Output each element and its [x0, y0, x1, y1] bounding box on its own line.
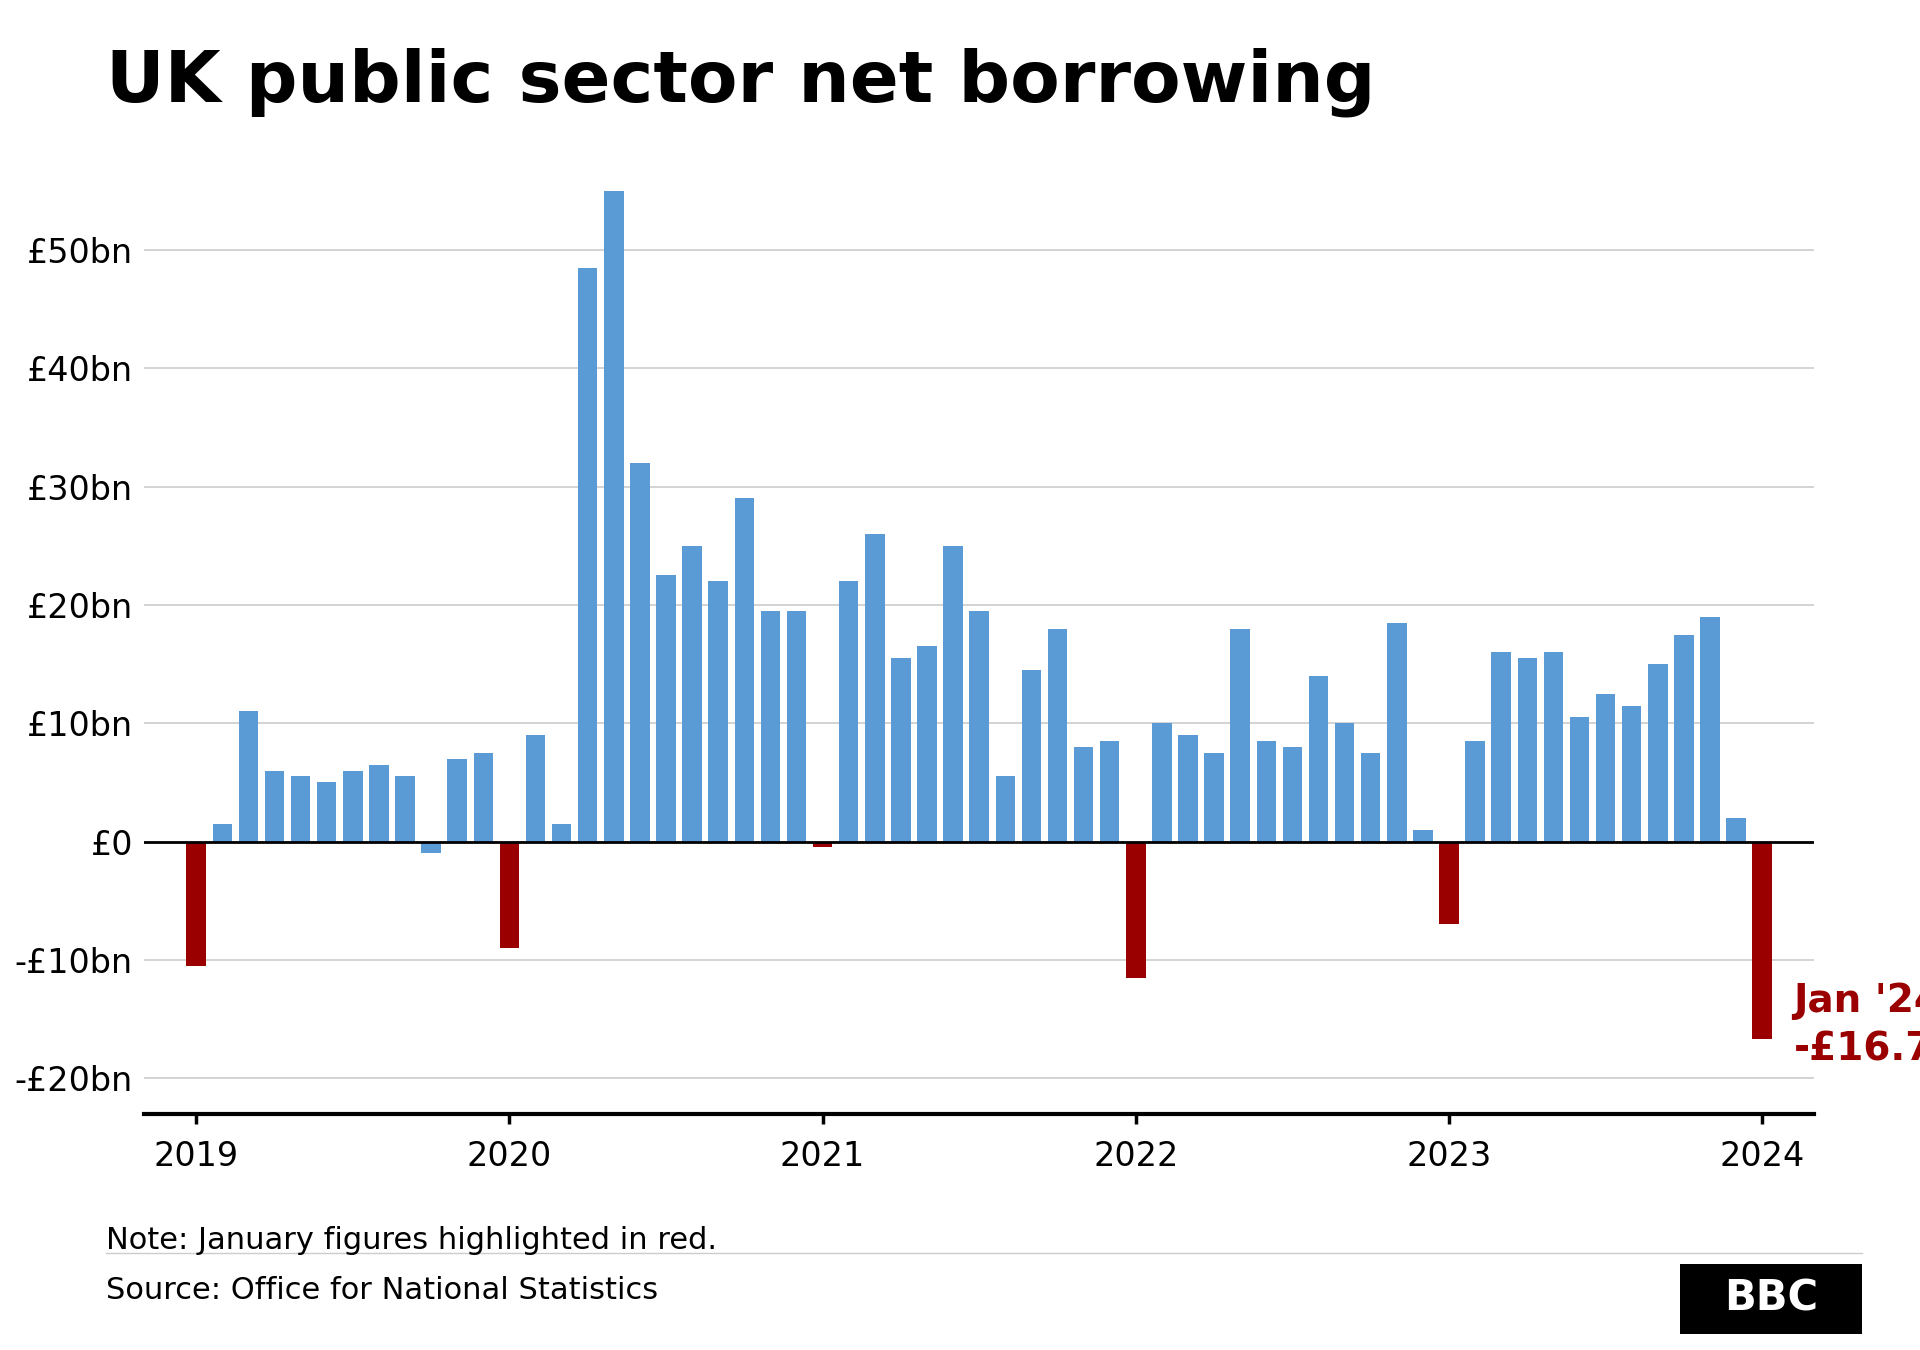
Bar	[1179, 736, 1198, 841]
Bar	[630, 463, 649, 841]
Bar	[1386, 622, 1407, 841]
Bar	[369, 764, 388, 841]
Bar	[499, 841, 518, 948]
Bar	[1152, 724, 1171, 841]
Bar	[866, 533, 885, 841]
Bar	[891, 659, 910, 841]
Bar	[1544, 652, 1563, 841]
Bar	[1440, 841, 1459, 925]
Bar	[1701, 617, 1720, 841]
Bar	[1726, 818, 1745, 841]
Bar	[970, 610, 989, 841]
Bar	[265, 771, 284, 841]
Bar	[1622, 706, 1642, 841]
Bar	[1125, 841, 1146, 977]
Bar	[735, 498, 755, 841]
Bar	[760, 610, 780, 841]
Bar	[344, 771, 363, 841]
Bar	[1100, 741, 1119, 841]
Bar	[812, 841, 833, 848]
Bar	[1674, 634, 1693, 841]
Bar	[474, 753, 493, 841]
Bar	[657, 575, 676, 841]
Bar	[186, 841, 205, 965]
Bar	[1571, 717, 1590, 841]
Text: -£16.7bn: -£16.7bn	[1793, 1030, 1920, 1068]
Bar	[1256, 741, 1277, 841]
Text: BBC: BBC	[1724, 1277, 1818, 1320]
Bar	[238, 711, 257, 841]
Bar	[995, 776, 1016, 841]
Bar	[420, 841, 442, 853]
Bar	[787, 610, 806, 841]
Bar	[317, 783, 336, 841]
Bar	[1204, 753, 1223, 841]
Bar	[839, 582, 858, 841]
Bar	[918, 647, 937, 841]
Bar	[551, 824, 572, 841]
Bar	[1517, 659, 1538, 841]
Bar	[1334, 724, 1354, 841]
Bar	[213, 824, 232, 841]
Bar	[447, 759, 467, 841]
Bar	[526, 736, 545, 841]
Bar	[1413, 830, 1432, 841]
Bar	[1596, 694, 1615, 841]
Text: Jan '24: Jan '24	[1793, 983, 1920, 1021]
Bar	[708, 582, 728, 841]
Text: Source: Office for National Statistics: Source: Office for National Statistics	[106, 1276, 659, 1304]
Bar	[1492, 652, 1511, 841]
Text: Note: January figures highlighted in red.: Note: January figures highlighted in red…	[106, 1226, 716, 1254]
Bar	[605, 190, 624, 841]
Bar	[396, 776, 415, 841]
Bar	[682, 545, 703, 841]
Bar	[1309, 676, 1329, 841]
Bar	[1231, 629, 1250, 841]
Bar	[1465, 741, 1484, 841]
Bar	[1048, 629, 1068, 841]
Bar	[943, 545, 964, 841]
Bar	[1021, 670, 1041, 841]
Bar	[578, 267, 597, 841]
Bar	[1361, 753, 1380, 841]
Bar	[290, 776, 311, 841]
Bar	[1283, 747, 1302, 841]
Bar	[1753, 841, 1772, 1040]
Text: UK public sector net borrowing: UK public sector net borrowing	[106, 47, 1375, 116]
Bar	[1647, 664, 1668, 841]
Bar	[1073, 747, 1092, 841]
